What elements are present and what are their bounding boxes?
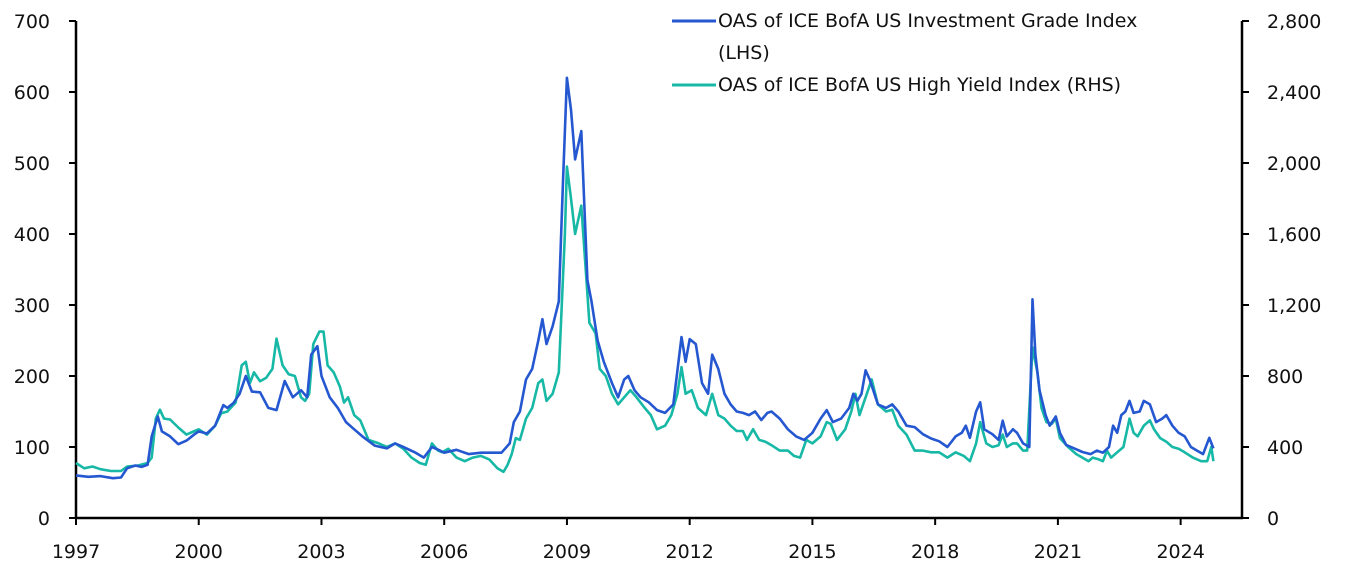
legend-label: (LHS): [718, 42, 770, 64]
x-tick-label: 2000: [175, 541, 223, 563]
left-tick-label: 500: [14, 153, 50, 175]
left-tick-label: 300: [14, 295, 50, 317]
legend-label: OAS of ICE BofA US Investment Grade Inde…: [718, 10, 1137, 32]
left-tick-label: 400: [14, 224, 50, 246]
right-tick-label: 400: [1267, 437, 1303, 459]
right-tick-label: 2,400: [1267, 82, 1321, 104]
x-tick-label: 2009: [543, 541, 591, 563]
right-tick-label: 2,000: [1267, 153, 1321, 175]
right-tick-label: 800: [1267, 366, 1303, 388]
right-tick-label: 1,200: [1267, 295, 1321, 317]
x-tick-label: 2003: [297, 541, 345, 563]
x-tick-label: 2012: [666, 541, 714, 563]
left-tick-label: 700: [14, 11, 50, 33]
left-tick-label: 100: [14, 437, 50, 459]
right-tick-label: 2,800: [1267, 11, 1321, 33]
x-tick-label: 2018: [911, 541, 959, 563]
legend: OAS of ICE BofA US Investment Grade Inde…: [672, 10, 1137, 96]
left-tick-label: 600: [14, 82, 50, 104]
series-layer: [75, 76, 1215, 480]
x-tick-label: 2024: [1156, 541, 1204, 563]
x-tick-label: 1997: [52, 541, 100, 563]
legend-item-high-yield: OAS of ICE BofA US High Yield Index (RHS…: [672, 74, 1121, 96]
legend-item-investment-grade: OAS of ICE BofA US Investment Grade Inde…: [672, 10, 1137, 64]
legend-label: OAS of ICE BofA US High Yield Index (RHS…: [718, 74, 1121, 96]
right-tick-label: 1,600: [1267, 224, 1321, 246]
x-tick-label: 2015: [788, 541, 836, 563]
left-tick-label: 200: [14, 366, 50, 388]
left-tick-label: 0: [38, 508, 50, 530]
axes: 0 100 200 300 400 500 600 700 0 400 800 1,200 1,600 2…: [14, 11, 1322, 563]
series-line-high-yield: [75, 165, 1215, 474]
right-tick-label: 0: [1267, 508, 1279, 530]
x-tick-label: 2006: [420, 541, 468, 563]
series-line-investment-grade: [75, 76, 1215, 480]
x-tick-label: 2021: [1034, 541, 1082, 563]
